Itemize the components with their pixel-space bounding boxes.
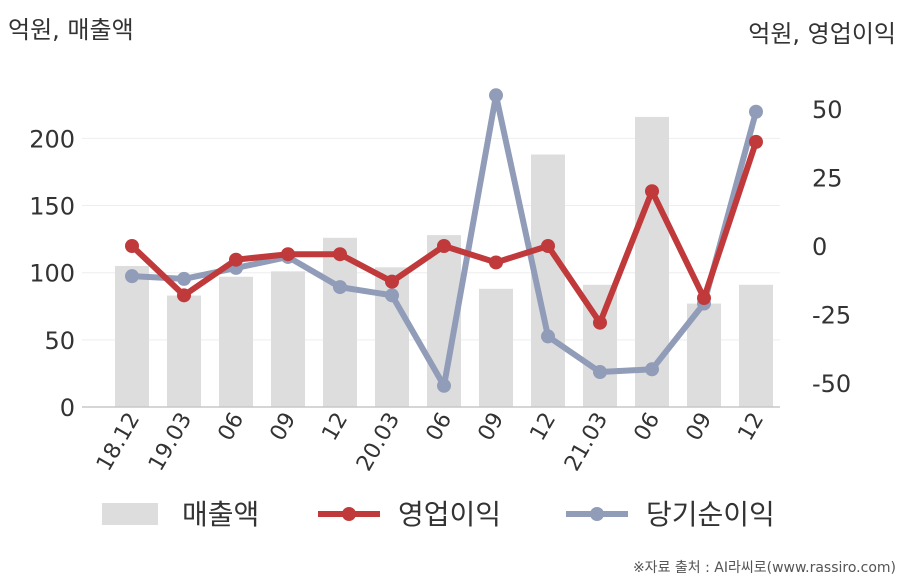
legend-label: 매출액 xyxy=(182,498,259,531)
revenue-bar xyxy=(115,265,149,407)
series-point xyxy=(125,269,139,284)
x-tick-label: 20.03 xyxy=(352,409,405,476)
x-tick-label: 06 xyxy=(214,409,250,446)
x-tick-label: 19.03 xyxy=(144,409,197,476)
series-point xyxy=(749,104,763,119)
series-point xyxy=(645,362,659,377)
x-tick-label: 18.12 xyxy=(92,409,145,476)
x-tick-label: 06 xyxy=(422,409,458,446)
series-point xyxy=(333,280,347,295)
x-tick-label: 12 xyxy=(526,409,562,446)
series-point xyxy=(541,329,555,344)
x-tick-label: 21.03 xyxy=(560,409,613,476)
series-point xyxy=(385,288,399,303)
source-note: ※자료 출처 : AI라씨로(www.rassiro.com) xyxy=(633,560,896,576)
series-point xyxy=(749,134,763,149)
legend: 매출액 영업이익 당기순이익 xyxy=(102,498,775,531)
series-point xyxy=(333,247,347,262)
revenue-bar xyxy=(739,284,773,407)
series-point xyxy=(489,255,503,270)
left-axis-ticks: 0 50 100 150 200 xyxy=(29,125,75,422)
series-point xyxy=(489,88,503,103)
series-point xyxy=(437,378,451,393)
right-tick-label: 50 xyxy=(812,96,843,124)
revenue-bar xyxy=(479,288,513,407)
left-tick-label: 0 xyxy=(60,394,75,422)
x-tick-label: 06 xyxy=(630,409,666,446)
right-axis-label: 억원, 영업이익 xyxy=(748,20,896,48)
series-point xyxy=(541,239,555,253)
legend-label: 당기순이익 xyxy=(646,498,775,531)
series-point xyxy=(385,274,399,289)
right-tick-label: -25 xyxy=(812,302,851,330)
revenue-bar xyxy=(167,295,201,407)
series-point xyxy=(177,271,191,286)
legend-label: 영업이익 xyxy=(398,498,501,531)
legend-swatch-bar xyxy=(102,503,158,525)
left-tick-label: 150 xyxy=(29,193,75,221)
left-axis-label: 억원, 매출액 xyxy=(8,16,134,44)
legend-swatch-marker xyxy=(342,507,356,521)
legend-swatch-marker xyxy=(590,507,604,521)
series-point xyxy=(437,239,451,253)
profit-lines xyxy=(125,88,763,393)
x-tick-label: 09 xyxy=(682,409,718,446)
left-tick-label: 50 xyxy=(44,327,75,355)
revenue-bar xyxy=(271,271,305,407)
right-tick-label: 0 xyxy=(812,233,827,261)
right-tick-label: -50 xyxy=(812,370,851,398)
series-point xyxy=(697,291,711,306)
right-tick-label: 25 xyxy=(812,165,843,193)
x-tick-label: 09 xyxy=(266,409,302,446)
left-tick-label: 200 xyxy=(29,125,75,153)
left-tick-label: 100 xyxy=(29,260,75,288)
x-tick-label: 12 xyxy=(318,409,354,446)
series-point xyxy=(229,252,243,267)
series-point xyxy=(593,365,607,380)
series-point xyxy=(177,288,191,303)
series-point xyxy=(593,315,607,330)
series-point xyxy=(125,239,139,253)
series-point xyxy=(645,184,659,199)
right-axis-ticks: 50 25 0 -25 -50 xyxy=(812,96,851,398)
x-tick-label: 09 xyxy=(474,409,510,446)
revenue-bar xyxy=(219,276,253,407)
x-tick-label: 12 xyxy=(734,409,770,446)
revenue-bars xyxy=(115,116,773,408)
revenue-bar xyxy=(323,237,357,407)
series-point xyxy=(281,247,295,262)
